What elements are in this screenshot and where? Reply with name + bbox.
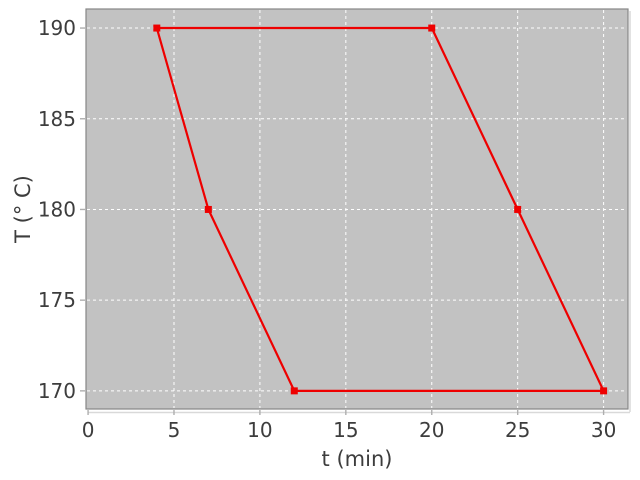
x-tick-label: 25 bbox=[505, 418, 530, 442]
y-tick-label: 190 bbox=[38, 16, 76, 40]
x-tick-label: 15 bbox=[333, 418, 358, 442]
plot-frame bbox=[85, 8, 629, 410]
data-point-marker bbox=[153, 24, 161, 32]
y-tick-label: 180 bbox=[38, 197, 76, 221]
x-tick-label: 5 bbox=[168, 418, 181, 442]
plot-layers: 0 5 10 15 20 25 30 170 175 180 185 190 bbox=[38, 8, 631, 442]
x-axis-title: t (min) bbox=[322, 447, 393, 471]
data-point-marker bbox=[514, 205, 522, 213]
data-point-marker bbox=[204, 205, 212, 213]
data-point-marker bbox=[428, 24, 436, 32]
y-axis-title: T (° C) bbox=[11, 175, 35, 244]
data-point-marker bbox=[290, 387, 298, 395]
x-tick-label: 0 bbox=[82, 418, 95, 442]
x-tick-label: 20 bbox=[419, 418, 444, 442]
y-tick-label: 175 bbox=[38, 288, 76, 312]
data-point-marker bbox=[600, 387, 608, 395]
x-tick-label: 30 bbox=[591, 418, 616, 442]
x-tick-label: 10 bbox=[247, 418, 272, 442]
y-tick-label: 185 bbox=[38, 107, 76, 131]
y-tick-label: 170 bbox=[38, 379, 76, 403]
